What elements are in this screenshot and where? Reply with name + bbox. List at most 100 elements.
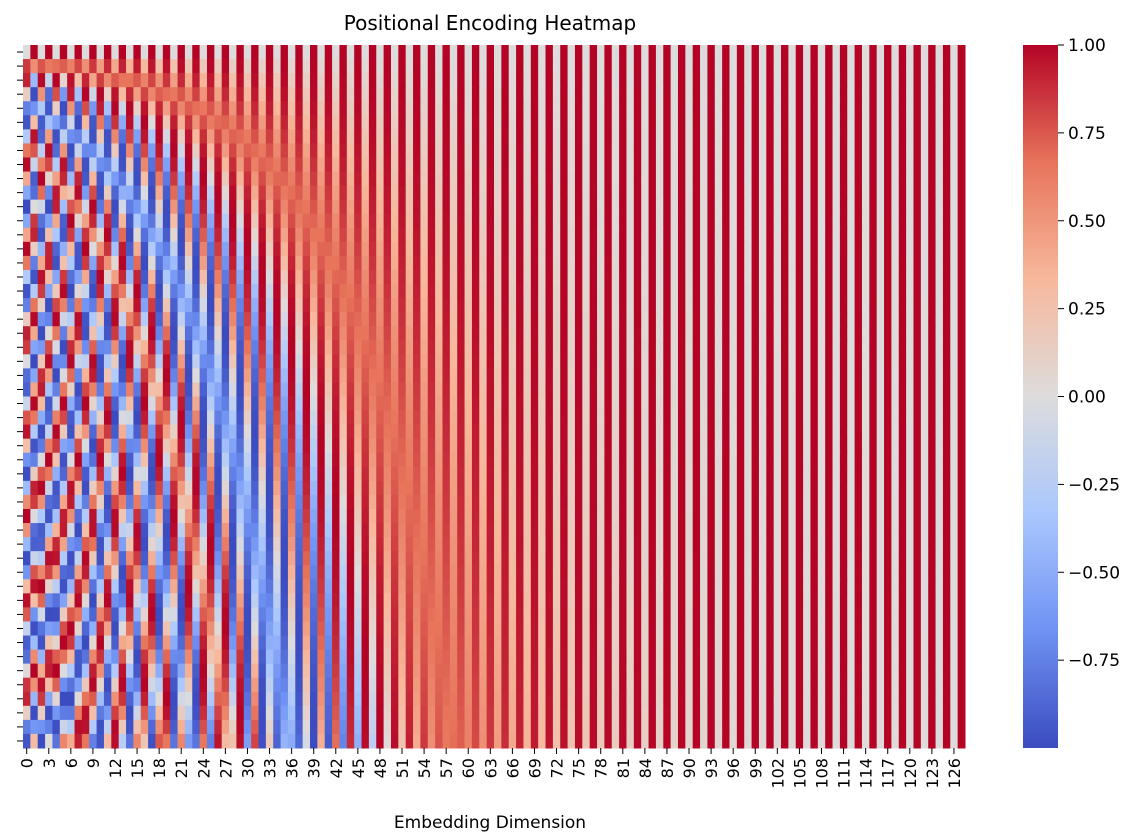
heatmap-cell — [486, 494, 495, 510]
heatmap-cell — [23, 157, 31, 173]
heatmap-cell — [928, 452, 937, 468]
heatmap-cell — [589, 480, 598, 496]
heatmap-cell — [273, 129, 282, 144]
heatmap-cell — [192, 494, 201, 510]
heatmap-cell — [177, 494, 186, 510]
heatmap-cell — [148, 312, 156, 327]
heatmap-cell — [604, 452, 613, 468]
heatmap-cell — [604, 424, 613, 440]
heatmap-cell — [287, 298, 296, 313]
heatmap-cell — [302, 551, 311, 566]
heatmap-cell — [287, 312, 296, 327]
heatmap-cell — [876, 312, 885, 327]
heatmap-cell — [170, 199, 179, 215]
heatmap-cell — [74, 87, 83, 102]
heatmap-cell — [920, 45, 929, 60]
heatmap-cell — [589, 340, 598, 355]
heatmap-cell — [803, 523, 811, 538]
heatmap-cell — [170, 298, 179, 313]
heatmap-cell — [442, 354, 451, 369]
heatmap-cell — [486, 368, 495, 383]
heatmap-cell — [280, 368, 289, 383]
heatmap-cell — [773, 298, 782, 313]
heatmap-cell — [332, 157, 340, 173]
heatmap-cell — [192, 438, 201, 454]
heatmap-cell — [317, 396, 326, 412]
heatmap-cell — [670, 523, 679, 538]
heatmap-cell — [722, 298, 730, 313]
heatmap-cell — [118, 115, 127, 130]
heatmap-cell — [906, 466, 914, 482]
heatmap-cell — [103, 326, 112, 341]
heatmap-cell — [486, 185, 495, 201]
heatmap-cell — [258, 129, 267, 144]
heatmap-cell — [89, 312, 98, 327]
heatmap-cell — [854, 424, 863, 440]
heatmap-cell — [471, 579, 480, 594]
heatmap-cell — [950, 241, 959, 257]
heatmap-cell — [471, 171, 480, 187]
heatmap-cell — [707, 537, 716, 552]
heatmap-cell — [398, 340, 407, 355]
heatmap-cell — [707, 199, 716, 215]
heatmap-cell — [206, 171, 215, 187]
heatmap-cell — [508, 143, 517, 158]
heatmap-cell — [928, 115, 937, 130]
heatmap-cell — [560, 312, 569, 327]
heatmap-cell — [869, 508, 878, 524]
heatmap-cell — [494, 438, 502, 454]
heatmap-cell — [324, 59, 333, 74]
heatmap-cell — [486, 579, 495, 594]
heatmap-cell — [354, 298, 363, 313]
heatmap-cell — [258, 45, 267, 60]
heatmap-cell — [170, 438, 179, 454]
heatmap-cell — [773, 466, 782, 482]
heatmap-cell — [442, 466, 451, 482]
heatmap-cell — [30, 382, 39, 397]
heatmap-cell — [170, 354, 179, 369]
heatmap-cell — [170, 579, 179, 594]
heatmap-cell — [685, 227, 694, 243]
heatmap-cell — [677, 326, 686, 341]
heatmap-cell — [258, 284, 267, 299]
heatmap-cell — [670, 368, 679, 383]
heatmap-cell — [133, 537, 142, 552]
heatmap-cell — [155, 537, 164, 552]
heatmap-cell — [633, 326, 642, 341]
heatmap-cell — [236, 101, 245, 116]
heatmap-cell — [641, 269, 650, 285]
heatmap-cell — [501, 494, 510, 510]
heatmap-cell — [582, 551, 591, 566]
heatmap-cell — [471, 213, 480, 229]
heatmap-cell — [45, 368, 53, 383]
heatmap-cell — [773, 368, 782, 383]
heatmap-cell — [206, 157, 215, 173]
heatmap-cell — [714, 115, 723, 130]
heatmap-cell — [37, 579, 46, 594]
heatmap-cell — [471, 45, 480, 60]
heatmap-cell — [655, 241, 664, 257]
heatmap-cell — [479, 87, 488, 102]
heatmap-cell — [773, 143, 782, 158]
heatmap-cell — [133, 87, 142, 102]
heatmap-cell — [287, 171, 296, 187]
heatmap-cell — [442, 115, 451, 130]
heatmap-cell — [236, 340, 245, 355]
heatmap-cell — [317, 312, 326, 327]
heatmap-cell — [670, 312, 679, 327]
heatmap-cell — [619, 537, 627, 552]
heatmap-cell — [869, 143, 878, 158]
heatmap-cell — [508, 185, 517, 201]
heatmap-cell — [221, 312, 230, 327]
heatmap-cell — [839, 312, 848, 327]
heatmap-cell — [589, 508, 598, 524]
heatmap-cell — [133, 227, 142, 243]
heatmap-cell — [192, 73, 201, 88]
heatmap-cell — [795, 466, 804, 482]
heatmap-cell — [420, 269, 429, 285]
heatmap-cell — [670, 284, 679, 299]
heatmap-cell — [184, 157, 193, 173]
heatmap-cell — [464, 115, 473, 130]
heatmap-cell — [574, 87, 583, 102]
heatmap-cell — [103, 340, 112, 355]
